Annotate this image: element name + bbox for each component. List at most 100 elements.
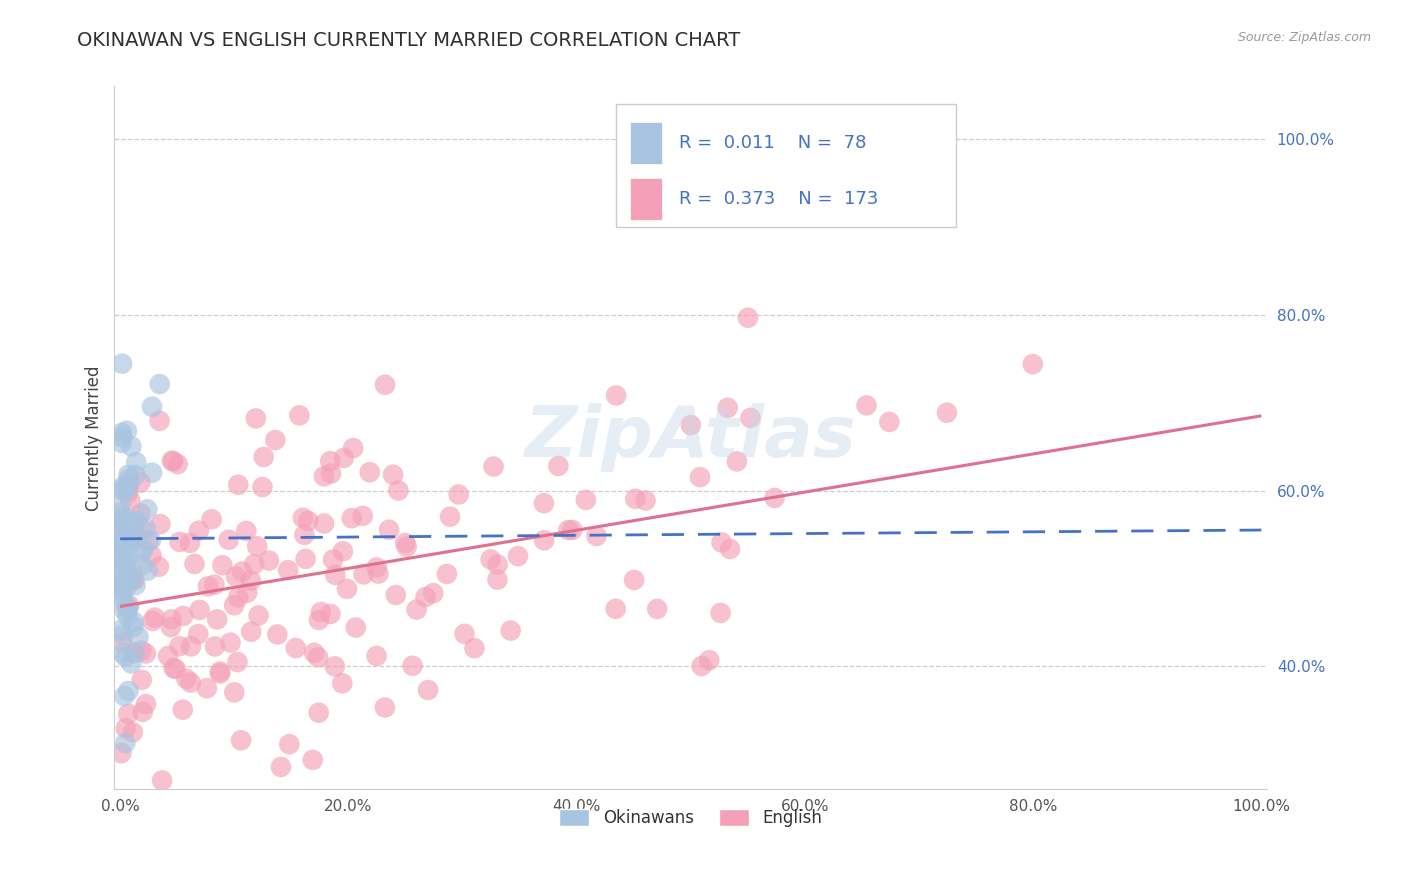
Point — [725, 454, 748, 468]
Point — [188, 524, 211, 538]
Point — [110, 580, 132, 594]
Point — [111, 576, 134, 591]
Point — [319, 467, 342, 481]
Point — [679, 418, 702, 433]
Point — [229, 733, 252, 747]
Point — [141, 614, 163, 628]
Point — [117, 552, 139, 566]
Point — [218, 533, 240, 547]
Point — [312, 469, 335, 483]
Point — [122, 646, 145, 660]
Point — [253, 450, 276, 464]
Point — [139, 533, 162, 548]
Point — [533, 533, 555, 548]
Point — [270, 760, 292, 774]
Point — [150, 773, 173, 788]
Point — [344, 621, 367, 635]
Point — [110, 536, 132, 550]
Point — [169, 535, 191, 549]
Point — [395, 540, 418, 554]
Y-axis label: Currently Married: Currently Married — [86, 365, 103, 510]
Point — [689, 470, 711, 484]
Point — [110, 505, 132, 519]
Point — [479, 552, 502, 566]
Point — [148, 414, 170, 428]
Point — [121, 532, 143, 546]
Point — [165, 662, 187, 676]
Point — [149, 377, 172, 392]
Point — [172, 703, 194, 717]
Point — [740, 411, 762, 425]
Point — [120, 570, 142, 584]
Point — [463, 641, 485, 656]
Point — [624, 491, 647, 506]
Point — [115, 579, 138, 593]
Point — [129, 546, 152, 560]
Point — [118, 572, 141, 586]
Point — [353, 567, 375, 582]
Point — [935, 406, 957, 420]
Point — [121, 516, 143, 530]
Point — [352, 508, 374, 523]
Point — [302, 646, 325, 660]
Point — [148, 559, 170, 574]
Point — [124, 578, 146, 592]
Point — [125, 455, 148, 469]
Point — [415, 590, 437, 604]
Point — [169, 639, 191, 653]
Point — [180, 640, 202, 654]
Point — [416, 683, 439, 698]
Point — [197, 579, 219, 593]
Point — [110, 518, 132, 533]
Point — [366, 560, 388, 574]
Point — [110, 563, 132, 577]
Point — [124, 468, 146, 483]
Point — [110, 546, 132, 560]
Text: Source: ZipAtlas.com: Source: ZipAtlas.com — [1237, 31, 1371, 45]
Point — [1022, 357, 1045, 371]
Point — [294, 552, 316, 566]
Point — [121, 535, 143, 549]
Point — [374, 700, 396, 714]
Point — [322, 552, 344, 566]
Point — [405, 602, 427, 616]
Point — [111, 554, 134, 568]
Point — [127, 630, 149, 644]
Point — [180, 675, 202, 690]
Point — [235, 524, 257, 538]
Point — [208, 666, 231, 681]
Point — [575, 492, 598, 507]
Point — [284, 640, 307, 655]
Point — [297, 514, 319, 528]
Point — [226, 655, 249, 669]
Point — [697, 653, 720, 667]
Point — [225, 569, 247, 583]
Point — [292, 528, 315, 542]
Point — [278, 737, 301, 751]
Point — [231, 565, 253, 579]
Point — [131, 643, 153, 657]
Point — [143, 610, 166, 624]
Point — [717, 401, 740, 415]
Point — [243, 558, 266, 572]
Point — [533, 496, 555, 510]
Point — [122, 514, 145, 528]
Point — [252, 480, 274, 494]
Point — [122, 615, 145, 629]
Point — [585, 529, 607, 543]
Point — [121, 725, 143, 739]
Point — [183, 557, 205, 571]
Point — [132, 705, 155, 719]
Point — [366, 648, 388, 663]
Point — [879, 415, 901, 429]
Point — [110, 497, 132, 511]
Point — [166, 457, 188, 471]
Point — [112, 593, 135, 607]
Point — [115, 424, 138, 438]
Point — [634, 493, 657, 508]
Point — [111, 430, 134, 444]
Point — [245, 411, 267, 425]
Point — [127, 530, 149, 544]
Point — [240, 624, 263, 639]
Point — [162, 661, 184, 675]
